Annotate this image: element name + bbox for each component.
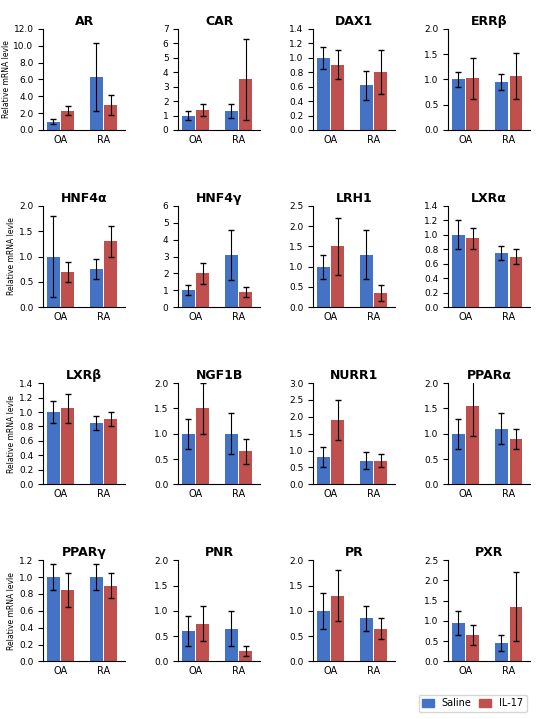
Bar xyxy=(495,644,508,661)
Bar xyxy=(360,85,373,130)
Bar xyxy=(196,273,209,307)
Bar xyxy=(452,235,465,307)
Bar xyxy=(47,122,60,130)
Bar xyxy=(196,408,209,485)
Bar xyxy=(61,111,74,130)
Title: NGF1B: NGF1B xyxy=(195,369,243,382)
Bar xyxy=(182,631,195,661)
Bar xyxy=(104,585,117,661)
Bar xyxy=(510,75,523,130)
Bar xyxy=(332,247,344,307)
Title: PPARα: PPARα xyxy=(467,369,512,382)
Bar xyxy=(360,255,373,307)
Bar xyxy=(104,242,117,307)
Bar xyxy=(196,623,209,661)
Bar xyxy=(196,110,209,130)
Bar xyxy=(240,651,253,661)
Title: NURR1: NURR1 xyxy=(330,369,378,382)
Bar xyxy=(317,267,329,307)
Bar xyxy=(360,618,373,661)
Bar xyxy=(225,434,237,485)
Bar xyxy=(182,116,195,130)
Title: PNR: PNR xyxy=(204,546,234,559)
Bar xyxy=(182,290,195,307)
Title: PPARγ: PPARγ xyxy=(62,546,107,559)
Bar xyxy=(317,457,329,485)
Bar xyxy=(466,406,479,485)
Bar xyxy=(225,628,237,661)
Title: HNF4α: HNF4α xyxy=(61,192,108,205)
Bar xyxy=(225,255,237,307)
Title: DAX1: DAX1 xyxy=(335,14,373,27)
Bar xyxy=(495,253,508,307)
Bar xyxy=(317,58,329,130)
Bar xyxy=(104,105,117,130)
Bar xyxy=(61,272,74,307)
Bar xyxy=(104,419,117,485)
Bar xyxy=(374,461,387,485)
Bar xyxy=(332,595,344,661)
Bar xyxy=(452,623,465,661)
Bar xyxy=(47,412,60,485)
Bar xyxy=(466,78,479,130)
Y-axis label: Relative mRNA levle: Relative mRNA levle xyxy=(8,572,16,650)
Bar xyxy=(466,635,479,661)
Legend: Saline, IL-17: Saline, IL-17 xyxy=(419,695,527,713)
Bar xyxy=(182,434,195,485)
Title: PXR: PXR xyxy=(475,546,504,559)
Bar xyxy=(240,79,253,130)
Title: ERRβ: ERRβ xyxy=(471,14,507,27)
Title: LXRα: LXRα xyxy=(471,192,507,205)
Bar xyxy=(317,611,329,661)
Bar xyxy=(374,293,387,307)
Y-axis label: Relative mRNA levle: Relative mRNA levle xyxy=(2,40,11,119)
Bar xyxy=(452,79,465,130)
Bar xyxy=(510,439,523,485)
Bar xyxy=(510,607,523,661)
Bar xyxy=(495,82,508,130)
Y-axis label: Relative mRNA levle: Relative mRNA levle xyxy=(8,218,16,296)
Title: PR: PR xyxy=(345,546,364,559)
Bar xyxy=(90,577,103,661)
Bar xyxy=(374,628,387,661)
Bar xyxy=(240,292,253,307)
Bar xyxy=(510,257,523,307)
Bar xyxy=(360,461,373,485)
Bar xyxy=(332,420,344,485)
Bar xyxy=(61,590,74,661)
Bar xyxy=(47,257,60,307)
Title: LXRβ: LXRβ xyxy=(66,369,102,382)
Bar xyxy=(61,408,74,485)
Title: CAR: CAR xyxy=(205,14,233,27)
Bar xyxy=(90,423,103,485)
Bar xyxy=(466,239,479,307)
Bar xyxy=(332,65,344,130)
Bar xyxy=(90,269,103,307)
Title: LRH1: LRH1 xyxy=(336,192,373,205)
Bar xyxy=(225,111,237,130)
Bar xyxy=(452,434,465,485)
Bar xyxy=(495,429,508,485)
Bar xyxy=(90,77,103,130)
Bar xyxy=(374,72,387,130)
Bar xyxy=(47,577,60,661)
Bar xyxy=(240,452,253,485)
Y-axis label: Relative mRNA levle: Relative mRNA levle xyxy=(8,395,16,472)
Title: HNF4γ: HNF4γ xyxy=(196,192,242,205)
Title: AR: AR xyxy=(75,14,94,27)
